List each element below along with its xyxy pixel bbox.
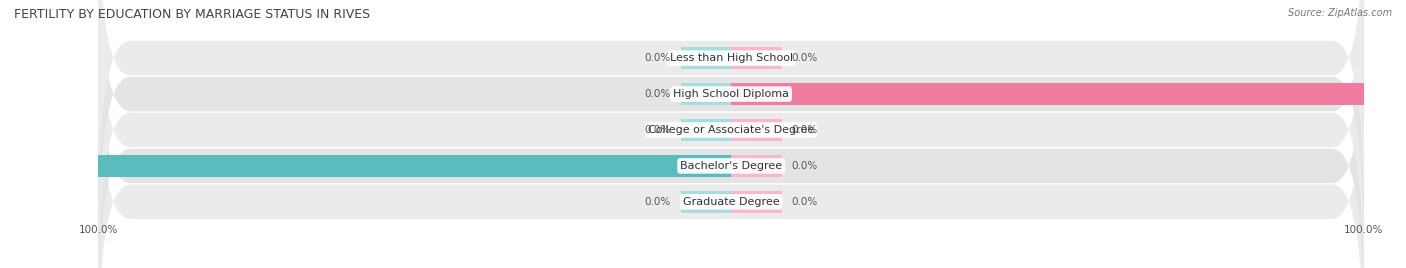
Bar <box>731 119 782 141</box>
Bar <box>731 155 782 177</box>
Bar <box>98 155 731 177</box>
FancyBboxPatch shape <box>98 39 1364 268</box>
Bar <box>681 191 731 213</box>
FancyBboxPatch shape <box>98 3 1364 268</box>
Text: 0.0%: 0.0% <box>645 125 671 135</box>
Legend: Married, Unmarried: Married, Unmarried <box>658 265 804 268</box>
Text: 0.0%: 0.0% <box>792 197 817 207</box>
FancyBboxPatch shape <box>98 0 1364 256</box>
FancyBboxPatch shape <box>98 0 1364 268</box>
Text: 0.0%: 0.0% <box>645 197 671 207</box>
Text: 0.0%: 0.0% <box>645 53 671 63</box>
Bar <box>731 83 1364 105</box>
Bar <box>731 47 782 69</box>
Text: Bachelor's Degree: Bachelor's Degree <box>681 161 782 171</box>
Bar <box>681 83 731 105</box>
Text: 100.0%: 100.0% <box>45 161 89 171</box>
Bar <box>731 191 782 213</box>
Text: Source: ZipAtlas.com: Source: ZipAtlas.com <box>1288 8 1392 18</box>
Text: 0.0%: 0.0% <box>792 125 817 135</box>
FancyBboxPatch shape <box>98 0 1364 221</box>
Bar <box>681 47 731 69</box>
Text: 0.0%: 0.0% <box>792 53 817 63</box>
Text: High School Diploma: High School Diploma <box>673 89 789 99</box>
Bar <box>681 119 731 141</box>
Text: 0.0%: 0.0% <box>645 89 671 99</box>
Text: College or Associate's Degree: College or Associate's Degree <box>648 125 814 135</box>
Text: Less than High School: Less than High School <box>669 53 793 63</box>
Text: 100.0%: 100.0% <box>1374 89 1406 99</box>
Text: 0.0%: 0.0% <box>792 161 817 171</box>
Text: Graduate Degree: Graduate Degree <box>683 197 779 207</box>
Text: FERTILITY BY EDUCATION BY MARRIAGE STATUS IN RIVES: FERTILITY BY EDUCATION BY MARRIAGE STATU… <box>14 8 370 21</box>
